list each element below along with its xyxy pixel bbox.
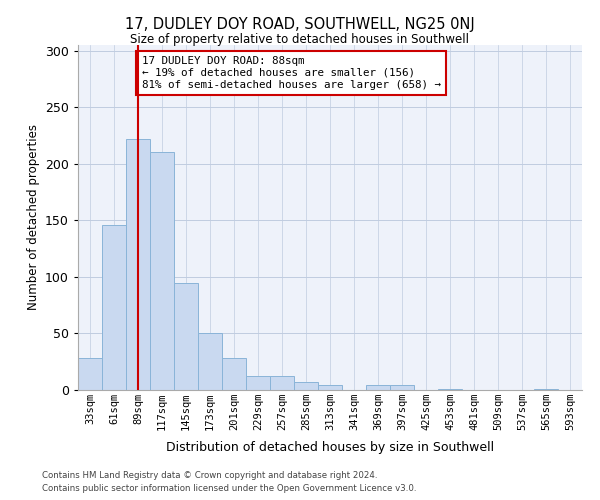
Bar: [150, 152, 174, 390]
Text: Contains public sector information licensed under the Open Government Licence v3: Contains public sector information licen…: [42, 484, 416, 493]
Bar: [438, 389, 462, 390]
Text: 17 DUDLEY DOY ROAD: 88sqm
← 19% of detached houses are smaller (156)
81% of semi: 17 DUDLEY DOY ROAD: 88sqm ← 19% of detac…: [142, 56, 440, 90]
Text: Size of property relative to detached houses in Southwell: Size of property relative to detached ho…: [131, 32, 470, 46]
Bar: [198, 334, 222, 390]
Bar: [366, 386, 390, 390]
Bar: [102, 225, 126, 390]
Bar: [294, 382, 318, 390]
Y-axis label: Number of detached properties: Number of detached properties: [26, 124, 40, 310]
Bar: [126, 139, 150, 390]
Bar: [78, 358, 102, 390]
Bar: [534, 389, 558, 390]
X-axis label: Distribution of detached houses by size in Southwell: Distribution of detached houses by size …: [166, 442, 494, 454]
Bar: [270, 376, 294, 390]
Bar: [246, 376, 270, 390]
Bar: [174, 282, 198, 390]
Bar: [390, 386, 414, 390]
Bar: [222, 358, 246, 390]
Text: 17, DUDLEY DOY ROAD, SOUTHWELL, NG25 0NJ: 17, DUDLEY DOY ROAD, SOUTHWELL, NG25 0NJ: [125, 18, 475, 32]
Bar: [318, 386, 342, 390]
Text: Contains HM Land Registry data © Crown copyright and database right 2024.: Contains HM Land Registry data © Crown c…: [42, 470, 377, 480]
